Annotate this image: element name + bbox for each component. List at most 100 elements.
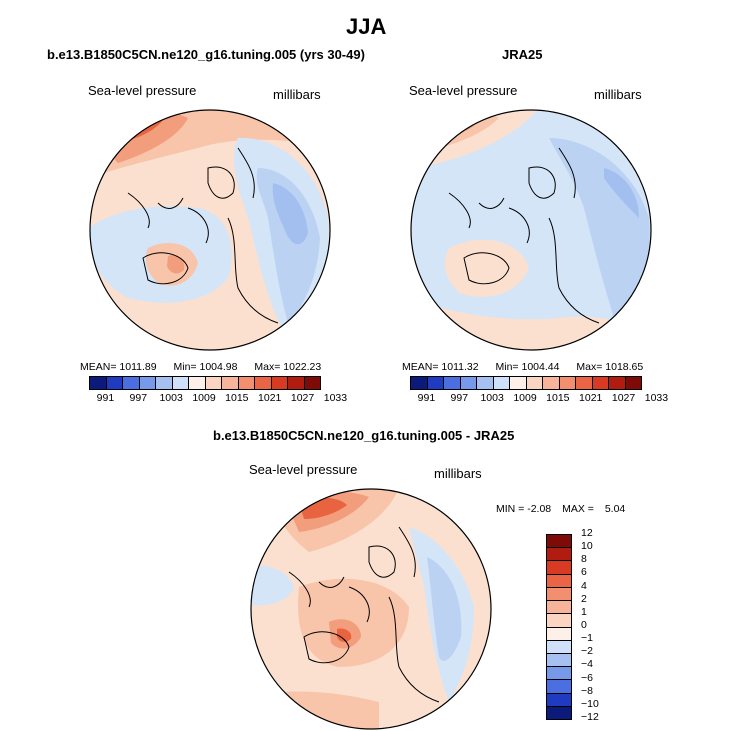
colorbar-tick-label: 997 bbox=[129, 392, 148, 404]
colorbar-swatch bbox=[477, 377, 494, 389]
colorbar-tick-label: 1027 bbox=[611, 392, 636, 404]
coastline bbox=[448, 147, 600, 324]
colorbar-swatch bbox=[625, 377, 641, 389]
colorbar-swatch bbox=[139, 377, 156, 389]
obs-colorbar-ticks: 991 997 1003 1009 1015 1021 1027 1033 bbox=[410, 392, 668, 406]
min-label: Min= bbox=[173, 361, 197, 373]
colorbar-swatch bbox=[288, 377, 305, 389]
model-panel-header: b.e13.B1850C5CN.ne120_g16.tuning.005 (yr… bbox=[47, 47, 365, 62]
colorbar-swatch bbox=[427, 377, 444, 389]
diff-polar-map bbox=[250, 488, 492, 730]
colorbar-tick-label: 1 bbox=[581, 605, 587, 618]
colorbar-swatch bbox=[90, 377, 107, 389]
colorbar-tick-label: 1033 bbox=[323, 392, 348, 404]
diff-units-label: millibars bbox=[434, 466, 482, 481]
colorbar-tick-label: 2 bbox=[581, 592, 587, 605]
colorbar-tick-label: −4 bbox=[581, 658, 593, 671]
colorbar-swatch bbox=[156, 377, 173, 389]
colorbar-swatch bbox=[189, 377, 206, 389]
colorbar-swatch bbox=[123, 377, 140, 389]
obs-units-label: millibars bbox=[594, 87, 642, 102]
colorbar-swatch bbox=[547, 680, 571, 694]
colorbar-tick-label: 6 bbox=[581, 566, 587, 579]
mean-value: 1011.89 bbox=[119, 361, 157, 373]
colorbar-swatch bbox=[255, 377, 272, 389]
colorbar-swatch bbox=[547, 693, 571, 707]
colorbar-swatch bbox=[411, 377, 428, 389]
min-label: MIN = bbox=[496, 503, 525, 515]
min-label: Min= bbox=[495, 361, 519, 373]
diff-field-label: Sea-level pressure bbox=[249, 462, 358, 477]
diff-colorbar bbox=[546, 534, 572, 720]
colorbar-swatch bbox=[205, 377, 222, 389]
colorbar-tick-label: 1015 bbox=[546, 392, 570, 404]
obs-polar-map bbox=[410, 109, 652, 351]
figure-title: JJA bbox=[346, 14, 387, 39]
colorbar-swatch bbox=[304, 377, 320, 389]
model-units-label: millibars bbox=[273, 87, 321, 102]
colorbar-tick-label: −6 bbox=[581, 671, 593, 684]
colorbar-swatch bbox=[576, 377, 593, 389]
pressure-contour bbox=[427, 557, 462, 661]
colorbar-tick-label: 8 bbox=[581, 553, 587, 566]
colorbar-tick-label: 1021 bbox=[258, 392, 282, 404]
colorbar-tick-label: 997 bbox=[450, 392, 469, 404]
colorbar-swatch bbox=[547, 667, 571, 681]
pressure-contour bbox=[256, 168, 320, 323]
colorbar-swatch bbox=[460, 377, 477, 389]
mean-label: MEAN= bbox=[80, 361, 117, 373]
map-border bbox=[89, 109, 331, 351]
colorbar-tick-label: −10 bbox=[581, 697, 599, 710]
colorbar-tick-label: 4 bbox=[581, 579, 587, 592]
pressure-contour bbox=[251, 565, 294, 606]
colorbar-tick-label: 1027 bbox=[290, 392, 315, 404]
pressure-contour bbox=[272, 183, 308, 245]
colorbar-swatch bbox=[510, 377, 527, 389]
model-colorbar bbox=[89, 376, 321, 390]
colorbar-tick-label: 1003 bbox=[480, 392, 504, 404]
pressure-contour bbox=[337, 628, 352, 642]
model-colorbar-ticks: 991 997 1003 1009 1015 1021 1027 1033 bbox=[89, 392, 347, 406]
colorbar-swatch bbox=[172, 377, 189, 389]
mean-label: MEAN= bbox=[402, 361, 439, 373]
diff-panel-header: b.e13.B1850C5CN.ne120_g16.tuning.005 - J… bbox=[213, 428, 515, 443]
max-value: 5.04 bbox=[604, 503, 626, 515]
colorbar-swatch bbox=[271, 377, 288, 389]
colorbar-tick-label: 0 bbox=[581, 619, 587, 631]
colorbar-swatch bbox=[547, 653, 571, 668]
colorbar-tick-label: 1003 bbox=[159, 392, 183, 404]
colorbar-tick-label: 12 bbox=[581, 527, 593, 539]
min-value: -2.08 bbox=[527, 503, 552, 515]
pressure-contour bbox=[167, 255, 185, 274]
colorbar-swatch bbox=[238, 377, 255, 389]
model-stats: MEAN= 1011.89 Min= 1004.98 Max= 1022.23 bbox=[80, 361, 321, 373]
colorbar-tick-label: −8 bbox=[581, 684, 593, 697]
min-value: 1004.98 bbox=[199, 361, 238, 373]
colorbar-swatch bbox=[547, 574, 571, 588]
colorbar-swatch bbox=[547, 614, 571, 628]
colorbar-swatch bbox=[526, 377, 543, 389]
colorbar-swatch bbox=[547, 548, 571, 562]
max-label: MAX = bbox=[562, 503, 594, 515]
map-border bbox=[410, 109, 652, 351]
colorbar-tick-label: 10 bbox=[581, 540, 593, 553]
colorbar-tick-label: 1033 bbox=[644, 392, 669, 404]
obs-stats: MEAN= 1011.32 Min= 1004.44 Max= 1018.65 bbox=[402, 361, 643, 373]
colorbar-swatch bbox=[609, 377, 626, 389]
colorbar-tick-label: 1009 bbox=[192, 392, 216, 404]
obs-colorbar bbox=[410, 376, 642, 390]
colorbar-tick-label: 1015 bbox=[225, 392, 249, 404]
colorbar-swatch bbox=[547, 640, 571, 654]
colorbar-swatch bbox=[493, 377, 510, 389]
max-label: Max= bbox=[576, 361, 603, 373]
obs-field-label: Sea-level pressure bbox=[409, 83, 518, 98]
colorbar-tick-label: 991 bbox=[96, 392, 115, 404]
coastline bbox=[127, 147, 279, 324]
colorbar-tick-label: −1 bbox=[581, 632, 593, 645]
max-label: Max= bbox=[254, 361, 281, 373]
colorbar-swatch bbox=[547, 587, 571, 602]
colorbar-swatch bbox=[592, 377, 609, 389]
model-field-label: Sea-level pressure bbox=[88, 83, 197, 98]
colorbar-swatch bbox=[559, 377, 576, 389]
colorbar-swatch bbox=[547, 561, 571, 575]
